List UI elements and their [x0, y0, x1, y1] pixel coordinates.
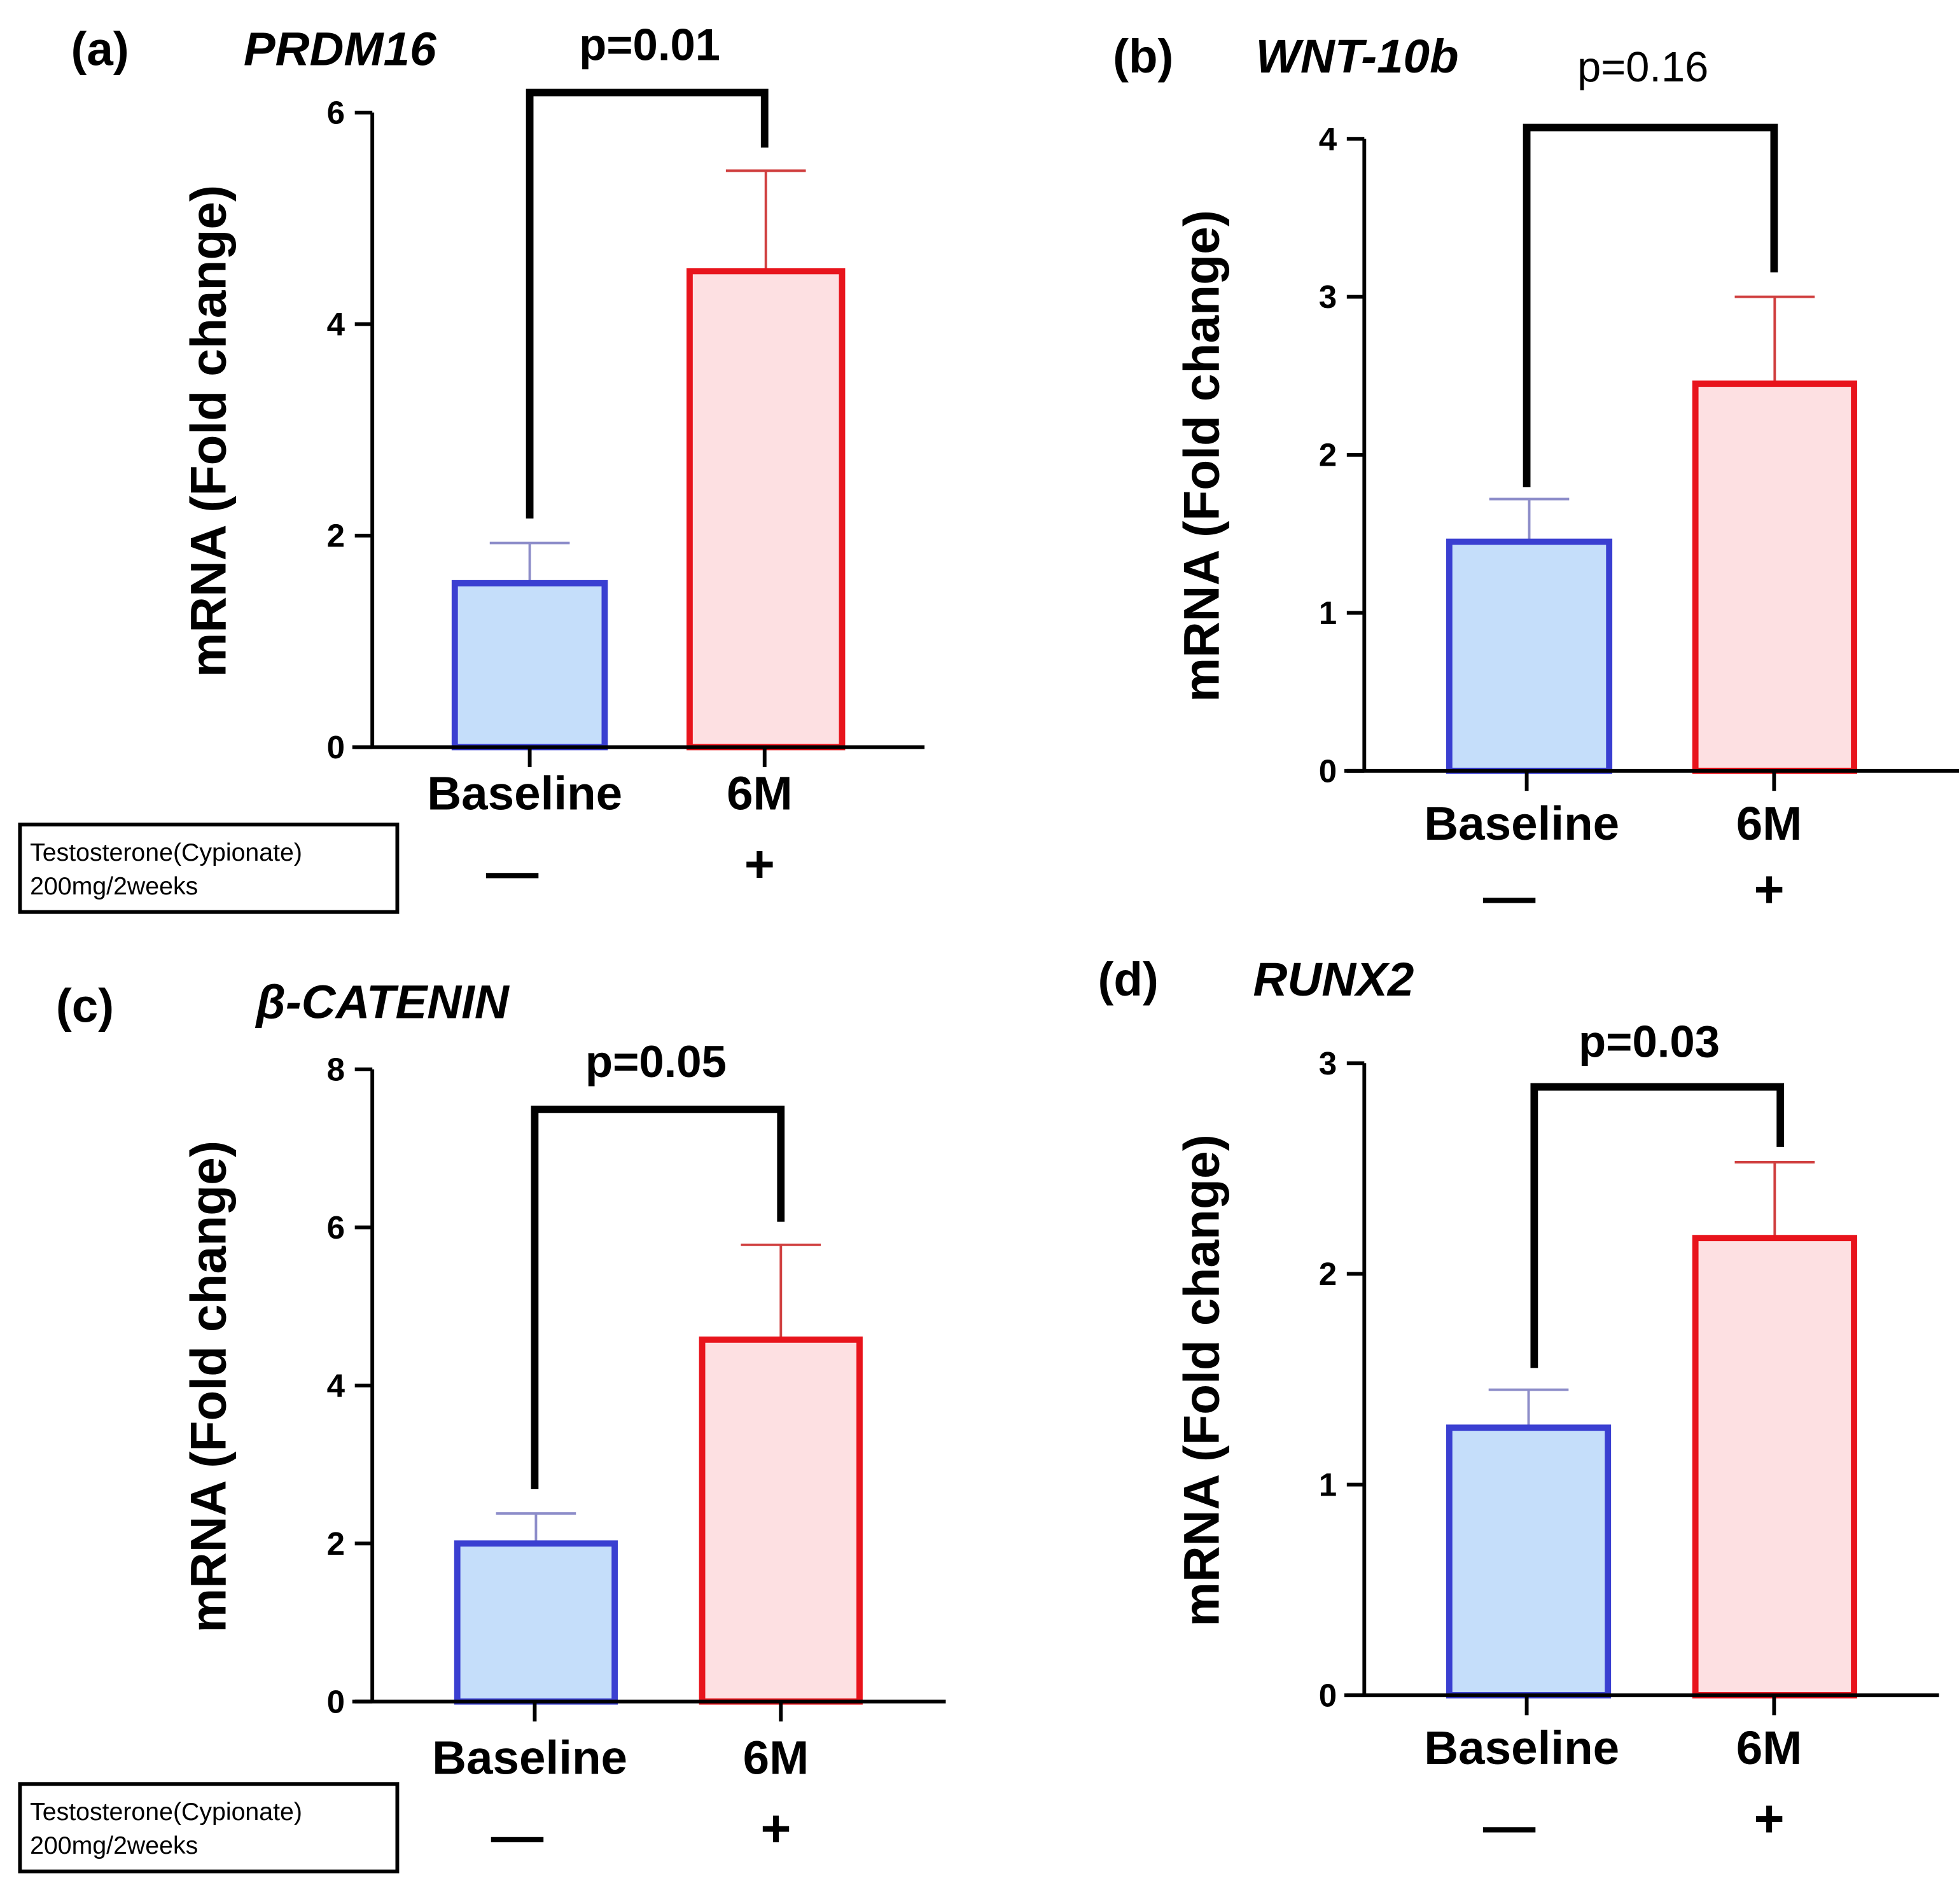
y-tick-label: 1 — [1319, 1466, 1337, 1503]
p-value-label: p=0.03 — [1579, 1016, 1720, 1066]
panel-c: (c) β-CATENIN p=0.05 0 2 4 6 8 mRNA (Fold change… — [18, 975, 946, 1873]
y-tick-label: 4 — [327, 1368, 345, 1404]
y-tick-label: 2 — [1319, 437, 1337, 473]
treatment-label-line2: 200mg/2weeks — [30, 1831, 198, 1859]
significance-bracket — [1523, 123, 1778, 488]
y-tick-label: 4 — [327, 306, 345, 342]
x-category-label: Baseline — [432, 1731, 627, 1784]
treatment-label-line1: Testosterone(Cypionate) — [30, 838, 302, 866]
y-tick-label: 1 — [1319, 595, 1337, 631]
treatment-label-line2: 200mg/2weeks — [30, 872, 198, 900]
panel-a: (a) PRDM16 p=0.01 0 2 4 6 mRNA (Fold change) Bas… — [18, 19, 925, 914]
x-category-label: 6M — [1736, 1721, 1802, 1774]
significance-bracket — [526, 88, 769, 519]
panel-label: (c) — [56, 978, 114, 1032]
gene-title: β-CATENIN — [255, 975, 510, 1029]
gene-title: WNT-10b — [1255, 29, 1458, 83]
x-category-label: Baseline — [1424, 796, 1619, 850]
treatment-sign: — — [491, 1807, 544, 1865]
y-axis-label: mRNA (Fold change) — [1174, 210, 1230, 702]
treatment-sign: + — [1753, 1789, 1784, 1848]
gene-title: PRDM16 — [244, 22, 436, 75]
bar-6m — [1692, 1235, 1857, 1699]
gene-title: RUNX2 — [1253, 952, 1414, 1006]
x-category-label: Baseline — [427, 767, 622, 820]
y-tick-label: 8 — [327, 1052, 345, 1088]
y-tick-label: 0 — [327, 1683, 345, 1720]
bar-baseline — [454, 1540, 618, 1705]
panel-label: (a) — [71, 22, 129, 75]
bar-6m — [687, 268, 846, 751]
treatment-box — [18, 823, 400, 914]
y-tick-label: 6 — [327, 1209, 345, 1246]
panel-b: (b) WNT-10b p=0.16 0 1 2 3 4 mRNA (Fold change) B… — [1113, 29, 1959, 926]
y-tick-label: 0 — [1319, 753, 1337, 789]
p-value-label: p=0.05 — [585, 1036, 727, 1087]
y-axis-label: mRNA (Fold change) — [181, 1141, 237, 1633]
x-category-label: 6M — [727, 767, 793, 820]
x-category-label: Baseline — [1424, 1721, 1619, 1774]
panel-label: (b) — [1113, 29, 1173, 83]
x-category-label: 6M — [1736, 796, 1802, 850]
treatment-sign: — — [1483, 1797, 1536, 1856]
treatment-sign: — — [486, 842, 539, 901]
treatment-sign: — — [1483, 868, 1536, 926]
bar-6m — [1692, 380, 1857, 774]
treatment-label-line1: Testosterone(Cypionate) — [30, 1798, 302, 1826]
significance-bracket — [1530, 1083, 1785, 1368]
y-tick-label: 2 — [327, 518, 345, 554]
significance-bracket — [531, 1106, 785, 1489]
treatment-sign: + — [760, 1799, 791, 1858]
bar-baseline — [451, 580, 608, 751]
y-tick-label: 0 — [1319, 1678, 1337, 1714]
treatment-sign: + — [1753, 860, 1784, 919]
y-tick-label: 3 — [1319, 1045, 1337, 1081]
bar-6m — [699, 1336, 863, 1705]
y-axis-label: mRNA (Fold change) — [1174, 1134, 1230, 1627]
treatment-box — [18, 1782, 400, 1873]
panel-d: (d) RUNX2 p=0.03 0 1 2 3 mRNA (Fold change) Base… — [1098, 952, 1939, 1856]
panel-label: (d) — [1098, 952, 1159, 1006]
y-tick-label: 4 — [1319, 121, 1337, 157]
p-value-label: p=0.01 — [579, 19, 720, 69]
y-tick-label: 2 — [327, 1525, 345, 1562]
y-tick-label: 3 — [1319, 279, 1337, 315]
y-tick-label: 2 — [1319, 1256, 1337, 1292]
y-axis-label: mRNA (Fold change) — [181, 185, 237, 678]
x-category-label: 6M — [743, 1731, 809, 1784]
p-value-label: p=0.16 — [1577, 44, 1708, 91]
bar-baseline — [1446, 1424, 1612, 1699]
y-tick-label: 6 — [327, 95, 345, 131]
treatment-sign: + — [744, 835, 775, 894]
y-tick-label: 0 — [327, 729, 345, 765]
bar-baseline — [1446, 538, 1613, 774]
